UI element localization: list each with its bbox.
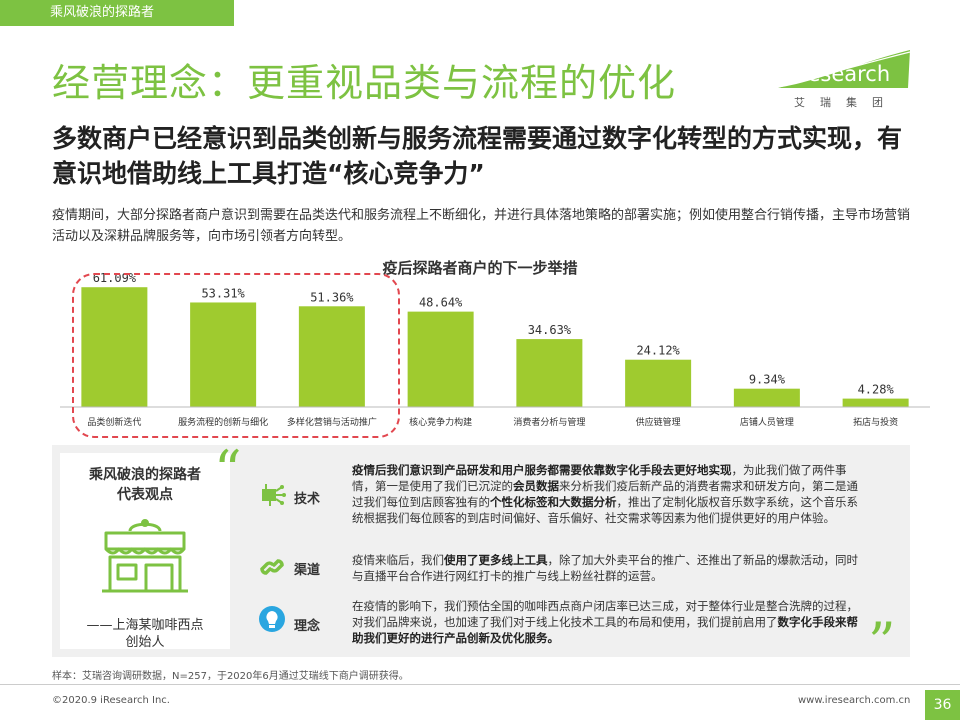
section-tab: 乘风破浪的探路者 xyxy=(0,0,234,26)
category-label-7: 拓店与投资 xyxy=(853,416,898,428)
bar-chart: 61.09%品类创新迭代53.31%服务流程的创新与细化51.36%多样化营销与… xyxy=(60,271,930,428)
category-label-channel: 渠道 xyxy=(294,563,321,578)
category-text-tech: 疫情后我们意识到产品研发和用户服务都需要依靠数字化手段去更好地实现，为此我们做了… xyxy=(352,462,862,526)
opinion-title: 乘风破浪的探路者 代表观点 xyxy=(60,465,230,505)
value-label-5: 24.12% xyxy=(636,344,680,358)
category-text-channel: 疫情来临后，我们使用了更多线上工具，除了加大外卖平台的推广、还推出了新品的爆款活… xyxy=(352,552,862,584)
value-label-6: 9.34% xyxy=(749,373,786,387)
bar-3 xyxy=(407,311,474,407)
text-segment: 数字化手段来帮助我们更好的进行产品创新及优化服务。 xyxy=(352,615,858,645)
attribution: ——上海某咖啡西点 创始人 xyxy=(86,618,204,650)
circuit-icon xyxy=(262,484,286,506)
opinion-panel: 乘风破浪的探路者 代表观点 ——上海某咖啡西点 创始人 “ 技术 疫情后我们意识到产… xyxy=(52,441,910,673)
value-label-2: 51.36% xyxy=(310,290,354,304)
opinion-title-text: 乘风破浪的探路者 代表观点 xyxy=(89,467,201,503)
bar-4 xyxy=(516,339,583,407)
category-label-1: 服务流程的创新与细化 xyxy=(178,416,268,428)
opinion-source-card: 乘风破浪的探路者 代表观点 ——上海某咖啡西点 创始人 xyxy=(60,453,230,650)
category-label-6: 店铺人员管理 xyxy=(740,416,794,428)
subtitle: 多数商户已经意识到品类创新与服务流程需要通过数字化转型的方式实现，有意识地借助线… xyxy=(52,124,903,188)
text-segment: 疫情后我们意识到产品研发和用户服务都需要依靠数字化手段去更好地实现 xyxy=(352,463,732,477)
text-segment: ，推出了定制化版权音乐数字系统，这个音乐系统根据我们每位顾客的到店时间偏好、音乐… xyxy=(352,495,858,525)
value-label-7: 4.28% xyxy=(858,383,895,397)
text-segment: 个性化标签和大数据分析 xyxy=(490,495,617,509)
text-segment: 来分析我们疫后新产品的消费者需求和研发方向，第二是通过我们每位到店顾客独有的 xyxy=(352,479,858,509)
shop-icon xyxy=(102,519,188,593)
bar-2 xyxy=(298,306,365,407)
text-segment: 疫情来临后，我们 xyxy=(352,553,444,567)
bar-0 xyxy=(81,287,148,407)
close-quote-mark: ” xyxy=(868,611,896,674)
page-title: 经营理念：更重视品类与流程的优化 xyxy=(52,61,677,105)
iresearch-logo: iResearch 艾瑞集团 xyxy=(772,48,912,112)
text-segment: 在疫情的影响下，我们预估全国的咖啡西点商户闭店率已达三成，对于整体行业是整合洗牌… xyxy=(352,599,858,629)
bar-6 xyxy=(733,388,800,407)
category-label-4: 消费者分析与管理 xyxy=(513,416,585,428)
bar-1 xyxy=(190,302,257,407)
category-text-concept: 在疫情的影响下，我们预估全国的咖啡西点商户闭店率已达三成，对于整体行业是整合洗牌… xyxy=(352,598,862,646)
copyright: ©2020.9 iResearch Inc. xyxy=(52,695,170,706)
link-icon xyxy=(260,559,284,575)
logo-swoosh-icon xyxy=(775,50,911,89)
value-label-1: 53.31% xyxy=(201,286,245,300)
page-number: 36 xyxy=(925,690,960,720)
bar-7 xyxy=(842,398,909,407)
text-segment: 使用了更多线上工具 xyxy=(444,553,548,567)
logo-subtitle: 艾瑞集团 xyxy=(794,96,898,109)
text-segment: ，为此我们做了两件事情，第一是使用了我们已沉淀的 xyxy=(352,463,847,493)
category-label-0: 品类创新迭代 xyxy=(87,416,141,428)
chart-title: 疫后探路者商户的下一步举措 xyxy=(382,259,578,277)
category-label-5: 供应链管理 xyxy=(636,416,681,428)
lightbulb-icon xyxy=(259,606,285,632)
category-label-2: 多样化营销与活动推广 xyxy=(287,416,377,428)
logo-name: iResearch xyxy=(788,62,891,86)
footnote: 样本：艾瑞咨询调研数据，N=257，于2020年6月通过艾瑞线下商户调研获得。 xyxy=(52,671,409,682)
text-segment: 会员数据 xyxy=(513,479,559,493)
text-segment: ，除了加大外卖平台的推广、还推出了新品的爆款活动，同时与直播平台合作进行网红打卡… xyxy=(352,553,858,583)
footer-divider xyxy=(0,684,960,685)
description: 疫情期间，大部分探路者商户意识到需要在品类迭代和服务流程上不断细化，并进行具体落… xyxy=(52,208,911,244)
category-label-concept: 理念 xyxy=(294,619,321,634)
category-label-tech: 技术 xyxy=(294,492,321,507)
open-quote-mark: “ xyxy=(214,439,242,502)
category-label-3: 核心竞争力构建 xyxy=(409,416,472,428)
value-label-4: 34.63% xyxy=(528,323,572,337)
highlight-box xyxy=(72,273,400,438)
bar-5 xyxy=(625,359,692,407)
website-link[interactable]: www.iresearch.com.cn xyxy=(798,695,911,706)
value-label-3: 48.64% xyxy=(419,296,463,310)
